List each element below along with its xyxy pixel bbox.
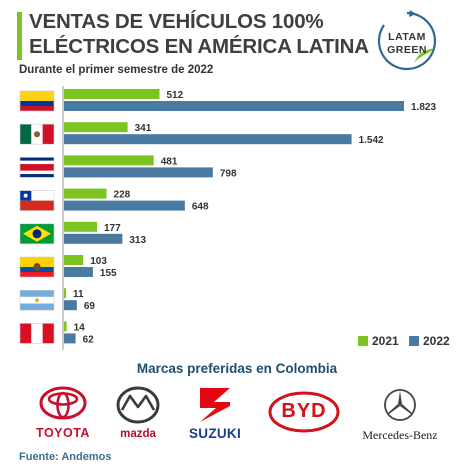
brand-mazda: mazda	[106, 384, 170, 444]
bar-label-ecuador-2021: 103	[90, 256, 107, 267]
source-note: Fuente: Andemos	[19, 451, 112, 463]
bar-ecuador-2021	[64, 255, 84, 265]
bar-label-peru-2022: 62	[83, 334, 95, 345]
legend-swatch-2022	[409, 336, 419, 346]
legend-item-2022: 2022	[409, 334, 450, 348]
bar-label-brazil-2022: 313	[129, 235, 146, 246]
bar-label-colombia-2021: 512	[166, 90, 183, 101]
bar-label-mexico-2022: 1.542	[359, 135, 384, 146]
title-line-2: ELÉCTRICOS EN AMÉRICA LATINA	[29, 35, 369, 58]
bar-label-chile-2021: 228	[114, 190, 131, 201]
chart-subtitle: Durante el primer semestre de 2022	[19, 64, 214, 76]
bar-colombia-2022	[64, 101, 404, 111]
latam-green-logo: LATAM GREEN	[376, 10, 438, 72]
bar-argentina-2022	[64, 300, 77, 311]
suzuki-logo-icon	[200, 388, 230, 422]
legend-swatch-2021	[358, 336, 368, 346]
bar-label-argentina-2022: 69	[84, 301, 96, 312]
bar-label-argentina-2021: 11	[73, 289, 84, 300]
bar-costa-rica-2021	[64, 155, 154, 166]
bar-peru-2022	[64, 333, 76, 344]
flag-mexico-icon	[19, 123, 55, 145]
bar-label-costa-rica-2022: 798	[220, 168, 237, 179]
brand-label-toyota: TOYOTA	[36, 426, 90, 440]
bar-label-brazil-2021: 177	[104, 223, 121, 234]
flag-chile-icon	[19, 190, 55, 211]
bar-label-peru-2021: 14	[74, 322, 86, 333]
legend-label-2021: 2021	[372, 334, 399, 348]
brand-byd: BYD	[266, 384, 342, 444]
logo-ring-icon	[377, 10, 437, 71]
legend-label-2022: 2022	[423, 334, 450, 348]
bar-chile-2022	[64, 200, 185, 211]
flag-brazil-icon	[19, 223, 55, 245]
brand-suzuki: SUZUKI	[176, 384, 254, 444]
title-accent-bar	[17, 12, 22, 60]
bar-label-chile-2022: 648	[192, 202, 209, 213]
title-line-1: VENTAS DE VEHÍCULOS 100%	[29, 10, 324, 33]
brand-mercedes-benz: Mercedes-Benz	[352, 384, 448, 444]
bar-mexico-2022	[64, 134, 352, 145]
flag-colombia-icon	[19, 90, 55, 112]
logo-text-green: GREEN	[387, 44, 427, 56]
bar-label-costa-rica-2021: 481	[161, 156, 178, 167]
byd-logo-icon	[268, 391, 340, 433]
flag-argentina-icon	[19, 289, 55, 311]
bar-label-colombia-2022: 1.823	[411, 102, 436, 113]
brand-toyota: TOYOTA	[28, 384, 98, 444]
flag-peru-icon	[19, 323, 55, 344]
bar-ecuador-2022	[64, 267, 93, 277]
brand-label-mazda: mazda	[120, 428, 156, 440]
bar-costa-rica-2022	[64, 167, 213, 178]
bar-chile-2021	[64, 188, 107, 199]
section-title: Marcas preferidas en Colombia	[136, 361, 338, 376]
logo-text-latam: LATAM	[388, 31, 426, 43]
flag-ecuador-icon	[19, 256, 55, 278]
legend-item-2021: 2021	[358, 334, 399, 348]
bar-label-mexico-2021: 341	[135, 123, 152, 134]
bar-brazil-2022	[64, 233, 123, 244]
brand-label-mercedes-benz: Mercedes-Benz	[362, 428, 438, 442]
mercedes-star-icon	[384, 389, 416, 421]
mazda-logo-icon	[116, 386, 160, 424]
bar-brazil-2021	[64, 221, 98, 232]
bar-argentina-2021	[64, 288, 67, 299]
sales-bar-chart: 512 1.823 341 1.542 481 798 228 648 177 313 103155…	[19, 86, 436, 350]
bar-mexico-2021	[64, 122, 128, 133]
flag-costa-rica-icon	[19, 157, 55, 178]
bar-label-ecuador-2022: 155	[100, 268, 117, 279]
brand-label-byd: BYD	[281, 400, 327, 422]
bar-colombia-2021	[64, 89, 160, 99]
brand-label-suzuki: SUZUKI	[188, 426, 242, 441]
bar-peru-2021	[64, 321, 67, 332]
toyota-logo-icon	[39, 386, 87, 420]
page-title: VENTAS DE VEHÍCULOS 100% ELÉCTRICOS EN A…	[29, 9, 369, 59]
